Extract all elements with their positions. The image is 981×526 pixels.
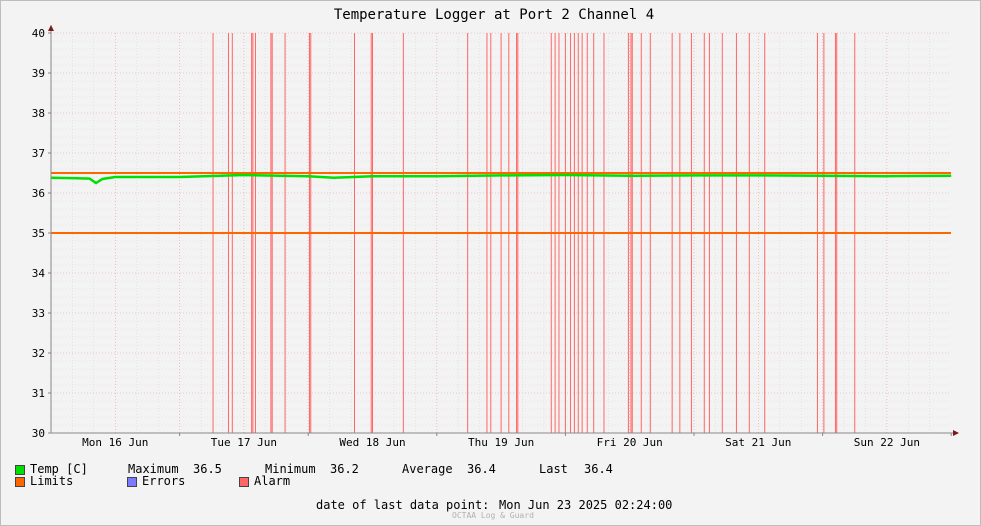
date-label: date of last data point: <box>316 498 490 512</box>
y-tick-label: 33 <box>32 307 45 320</box>
errors-swatch <box>127 477 137 487</box>
alarm-swatch <box>239 477 249 487</box>
x-tick-label: Thu 19 Jun <box>468 436 534 449</box>
y-tick-label: 38 <box>32 107 45 120</box>
y-tick-label: 39 <box>32 67 45 80</box>
x-axis-arrow <box>953 430 959 436</box>
x-tick-label: Sat 21 Jun <box>725 436 791 449</box>
limits-swatch <box>15 477 25 487</box>
minimum-label: Minimum <box>265 462 316 476</box>
temp-line <box>50 173 952 185</box>
y-tick-label: 34 <box>32 267 46 280</box>
y-tick-label: 40 <box>32 27 45 40</box>
axes: 30 31 32 33 34 35 36 37 38 39 40 Mon 16 Jun Tue 17 J… <box>32 25 959 449</box>
x-tick-label: Tue 17 Jun <box>211 436 277 449</box>
legend-errors: Errors <box>142 474 186 488</box>
temp-series <box>50 173 952 185</box>
x-tick-label: Sun 22 Jun <box>854 436 920 449</box>
chart-title: Temperature Logger at Port 2 Channel 4 <box>334 7 654 23</box>
limit-lines <box>51 172 951 234</box>
y-tick-label: 31 <box>32 387 45 400</box>
legend-temp: Temp [C] <box>30 462 88 476</box>
y-axis-arrow <box>48 25 54 31</box>
last-value: 36.4 <box>584 462 613 476</box>
average-label: Average <box>402 462 453 476</box>
x-tick-label: Wed 18 Jun <box>339 436 405 449</box>
maximum-value: 36.5 <box>193 462 222 476</box>
average-value: 36.4 <box>467 462 496 476</box>
temp-swatch <box>15 465 25 475</box>
y-tick-label: 30 <box>32 427 45 440</box>
last-label: Last <box>539 462 568 476</box>
maximum-label: Maximum <box>128 462 179 476</box>
y-tick-label: 32 <box>32 347 45 360</box>
date-value: Mon Jun 23 2025 02:24:00 <box>499 498 673 512</box>
y-tick-label: 37 <box>32 147 45 160</box>
x-tick-label: Fri 20 Jun <box>597 436 663 449</box>
y-tick-label: 35 <box>32 227 45 240</box>
chart-svg: 30 31 32 33 34 35 36 37 38 39 40 Mon 16 Jun Tue 17 J… <box>32 7 959 449</box>
y-tick-label: 36 <box>32 187 45 200</box>
legend-alarm: Alarm <box>254 474 291 488</box>
x-tick-label: Mon 16 Jun <box>82 436 148 449</box>
minimum-value: 36.2 <box>330 462 359 476</box>
legend-limits: Limits <box>30 474 74 488</box>
watermark: OCTAA Log & Guard <box>452 511 534 520</box>
